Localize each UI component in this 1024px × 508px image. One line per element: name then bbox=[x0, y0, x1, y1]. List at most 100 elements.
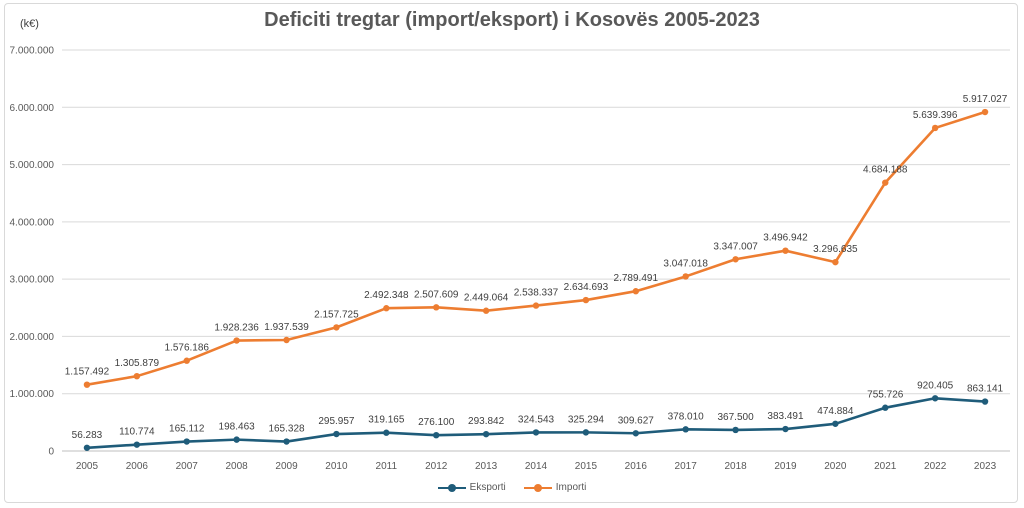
x-tick-label: 2010 bbox=[325, 461, 348, 472]
data-label-eksporti: 165.112 bbox=[169, 424, 205, 435]
data-point-eksporti bbox=[383, 429, 390, 436]
x-tick-label: 2016 bbox=[625, 461, 648, 472]
data-point-eksporti bbox=[133, 441, 141, 448]
data-point-importi bbox=[582, 296, 590, 304]
data-label-importi: 3.347.007 bbox=[713, 241, 758, 252]
data-label-eksporti: 56.283 bbox=[72, 430, 103, 441]
x-tick-label: 2008 bbox=[226, 461, 249, 472]
data-point-importi bbox=[83, 381, 91, 388]
data-point-eksporti bbox=[981, 398, 989, 405]
data-point-eksporti bbox=[582, 429, 590, 436]
data-label-importi: 2.789.491 bbox=[614, 273, 659, 284]
x-tick-label: 2022 bbox=[924, 461, 947, 472]
data-label-importi: 5.639.396 bbox=[913, 110, 958, 121]
data-label-importi: 2.538.337 bbox=[514, 288, 559, 299]
y-tick-label: 1.000.000 bbox=[10, 389, 55, 400]
data-label-eksporti: 198.463 bbox=[219, 422, 256, 433]
data-label-eksporti: 276.100 bbox=[418, 417, 455, 428]
x-tick-label: 2018 bbox=[724, 461, 747, 472]
chart-title: Deficiti tregtar (import/eksport) i Koso… bbox=[264, 9, 760, 31]
data-label-importi: 3.047.018 bbox=[663, 258, 708, 269]
data-label-importi: 1.157.492 bbox=[65, 367, 110, 378]
data-label-importi: 2.507.609 bbox=[414, 289, 459, 300]
data-label-importi: 2.492.348 bbox=[364, 290, 409, 301]
data-label-eksporti: 383.491 bbox=[767, 411, 804, 422]
data-label-importi: 3.496.942 bbox=[763, 233, 808, 244]
x-tick-label: 2011 bbox=[376, 461, 398, 472]
y-tick-label: 0 bbox=[48, 447, 54, 458]
data-point-importi bbox=[782, 247, 789, 254]
x-tick-label: 2007 bbox=[176, 461, 199, 472]
data-point-eksporti bbox=[333, 430, 340, 438]
data-point-importi bbox=[882, 179, 889, 186]
legend: Eksporti Importi bbox=[0, 482, 1024, 493]
data-point-importi bbox=[832, 258, 839, 266]
x-tick-label: 2021 bbox=[874, 461, 897, 472]
y-tick-label: 4.000.000 bbox=[10, 217, 55, 228]
data-point-eksporti bbox=[782, 425, 789, 433]
data-point-importi bbox=[981, 108, 989, 116]
x-tick-label: 2015 bbox=[575, 461, 598, 472]
data-label-eksporti: 325.294 bbox=[568, 414, 605, 425]
x-tick-label: 2017 bbox=[675, 461, 698, 472]
data-point-eksporti bbox=[183, 438, 190, 445]
data-point-importi bbox=[333, 324, 340, 331]
y-tick-label: 6.000.000 bbox=[10, 103, 55, 114]
data-label-eksporti: 474.884 bbox=[817, 406, 854, 417]
y-tick-label: 5.000.000 bbox=[10, 160, 55, 171]
data-point-eksporti bbox=[433, 431, 440, 439]
data-label-eksporti: 309.627 bbox=[618, 415, 655, 426]
data-point-importi bbox=[433, 304, 440, 311]
data-label-importi: 2.157.725 bbox=[314, 309, 359, 320]
data-point-eksporti bbox=[632, 430, 639, 437]
data-point-importi bbox=[133, 372, 141, 380]
legend-label-importi: Importi bbox=[555, 482, 587, 493]
data-label-eksporti: 920.405 bbox=[917, 380, 954, 391]
data-point-importi bbox=[183, 357, 190, 364]
x-tick-label: 2014 bbox=[525, 461, 548, 472]
data-point-importi bbox=[632, 288, 639, 295]
data-point-eksporti bbox=[233, 436, 240, 443]
data-point-eksporti bbox=[732, 426, 739, 434]
data-label-importi: 5.917.027 bbox=[963, 94, 1008, 105]
data-label-importi: 1.928.236 bbox=[214, 323, 259, 334]
x-tick-label: 2020 bbox=[824, 461, 847, 472]
data-label-eksporti: 324.543 bbox=[518, 414, 555, 425]
data-point-importi bbox=[931, 124, 939, 132]
data-point-eksporti bbox=[283, 438, 290, 445]
y-tick-label: 7.000.000 bbox=[10, 46, 55, 57]
legend-item-importi[interactable]: Importi bbox=[523, 482, 587, 493]
unit-label: (k€) bbox=[20, 18, 39, 30]
data-label-importi: 2.449.064 bbox=[464, 293, 509, 304]
data-label-eksporti: 367.500 bbox=[718, 412, 755, 423]
data-point-eksporti bbox=[882, 404, 889, 411]
data-point-eksporti bbox=[682, 426, 689, 433]
data-label-eksporti: 863.141 bbox=[967, 384, 1004, 395]
data-point-eksporti bbox=[532, 429, 540, 436]
x-tick-label: 2019 bbox=[774, 461, 797, 472]
data-label-importi: 1.576.186 bbox=[164, 343, 209, 354]
data-label-importi: 4.684.188 bbox=[863, 165, 908, 176]
data-point-eksporti bbox=[482, 430, 490, 438]
data-point-importi bbox=[532, 302, 540, 309]
data-point-eksporti bbox=[832, 420, 839, 427]
x-tick-label: 2023 bbox=[974, 461, 997, 472]
data-label-eksporti: 295.957 bbox=[318, 416, 355, 427]
data-point-importi bbox=[233, 337, 240, 344]
x-tick-label: 2013 bbox=[475, 461, 498, 472]
data-label-eksporti: 165.328 bbox=[268, 424, 305, 435]
data-point-importi bbox=[482, 307, 490, 314]
legend-swatch-importi bbox=[523, 483, 552, 492]
x-tick-label: 2009 bbox=[275, 461, 298, 472]
data-point-eksporti bbox=[83, 444, 91, 451]
legend-item-eksporti[interactable]: Eksporti bbox=[437, 482, 506, 493]
data-point-importi bbox=[283, 336, 290, 344]
x-tick-label: 2012 bbox=[425, 461, 448, 472]
y-tick-label: 3.000.000 bbox=[10, 275, 55, 286]
legend-label-eksporti: Eksporti bbox=[469, 482, 506, 493]
legend-swatch-eksporti bbox=[437, 483, 466, 492]
data-label-eksporti: 293.842 bbox=[468, 416, 505, 427]
data-point-importi bbox=[383, 305, 390, 312]
x-tick-label: 2005 bbox=[76, 461, 99, 472]
